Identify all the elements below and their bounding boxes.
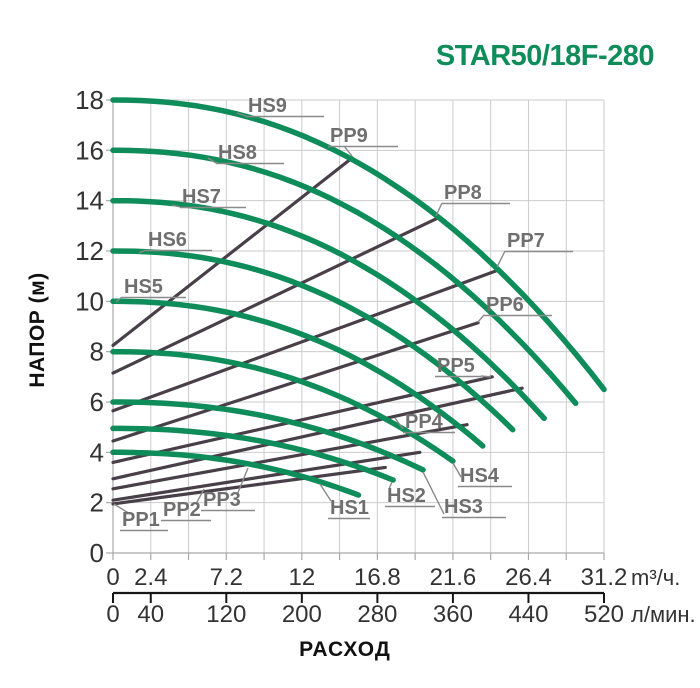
label-leader-hs9: [236, 112, 247, 117]
curve-label-hs3: HS3: [444, 496, 483, 518]
label-leader-pp2: [195, 488, 205, 505]
curve-label-hs9: HS9: [248, 95, 287, 117]
x-tick-label-m3h: 16.8: [354, 564, 401, 591]
curve-hs5: [110, 298, 486, 449]
curve-hs2: [110, 425, 396, 483]
curve-label-pp5: PP5: [437, 355, 475, 377]
x-tick-label-lmin: 0: [106, 601, 119, 628]
x-tick-label-m3h: 7.2: [210, 564, 243, 591]
label-leader-hs6: [138, 249, 147, 254]
label-leader-pp5: [480, 375, 492, 378]
y-tick-label: 4: [90, 437, 104, 467]
curve-label-hs6: HS6: [148, 229, 187, 251]
label-leader-hs3: [422, 471, 445, 515]
curve-label-pp7: PP7: [507, 230, 545, 252]
label-leader-pp8: [435, 202, 443, 217]
curve-pp1: [111, 465, 387, 506]
curve-label-pp8: PP8: [444, 182, 482, 204]
curve-label-hs8: HS8: [218, 142, 257, 164]
y-axis-title: НАПОР (м): [26, 272, 49, 387]
x-tick-label-lmin: 360: [433, 601, 473, 628]
label-leader-hs4: [452, 462, 462, 478]
y-tick-label: 16: [75, 135, 104, 165]
label-leader-hs5: [115, 296, 123, 303]
curve-hs4: [110, 348, 456, 464]
x-tick-label-lmin: 200: [282, 601, 322, 628]
curve-pp3: [111, 423, 469, 491]
x-tick-label-lmin: 520: [584, 601, 624, 628]
curve-label-pp4: PP4: [405, 411, 444, 433]
x-tick-label-lmin: 280: [357, 601, 397, 628]
label-leader-pp4: [394, 417, 404, 430]
curve-pp7: [111, 269, 498, 413]
x-axis-unit-lmin: л/мин.: [631, 602, 696, 627]
x-tick-label-m3h: 12: [288, 564, 315, 591]
x-tick-label-m3h: 26.4: [505, 564, 552, 591]
x-tick-label-lmin: 120: [206, 601, 246, 628]
curve-label-pp9: PP9: [330, 125, 368, 147]
curve-hs9: [110, 97, 607, 393]
curve-label-pp1: PP1: [122, 509, 160, 531]
x-tick-label-m3h: 0: [106, 564, 119, 591]
label-leader-pp3: [236, 467, 249, 496]
curve-label-hs5: HS5: [124, 276, 163, 298]
x-tick-label-m3h: 31.2: [581, 564, 628, 591]
y-tick-label: 18: [75, 85, 104, 115]
curve-pp5: [111, 375, 494, 464]
curve-pp4: [111, 386, 524, 481]
y-tick-label: 0: [90, 538, 104, 568]
curve-hs1: [110, 449, 362, 498]
curve-label-hs4: HS4: [460, 465, 500, 487]
x-tick-label-m3h: 2.4: [134, 564, 167, 591]
curve-hs7: [110, 197, 547, 422]
label-leader-pp6: [477, 314, 485, 323]
label-leader-pp9: [343, 145, 353, 157]
x-tick-label-lmin: 440: [508, 601, 548, 628]
y-tick-label: 14: [75, 186, 104, 216]
y-tick-label: 6: [90, 387, 104, 417]
curve-pp2: [111, 450, 422, 502]
label-leader-hs8: [207, 157, 217, 164]
label-leader-hs7: [171, 204, 181, 208]
curve-pp8: [111, 216, 439, 375]
y-tick-label: 2: [90, 488, 104, 518]
curve-label-pp3: PP3: [203, 489, 241, 511]
curve-hs8: [110, 147, 579, 407]
y-tick-label: 10: [75, 286, 104, 316]
curve-hs3: [110, 399, 426, 473]
page-title: STAR50/18F-280: [435, 40, 655, 72]
label-leader-hs1: [319, 483, 332, 502]
y-tick-label: 12: [75, 236, 104, 266]
curve-label-pp6: PP6: [486, 294, 524, 316]
x-tick-label-lmin: 40: [137, 601, 164, 628]
curve-label-hs1: HS1: [330, 497, 369, 519]
x-tick-label-m3h: 21.6: [430, 564, 477, 591]
x-axis-title: РАСХОД: [299, 638, 391, 661]
y-tick-label: 8: [90, 337, 104, 367]
x-axis-unit-m3h: m³/ч.: [631, 565, 680, 590]
curve-hs6: [110, 248, 516, 433]
label-leader-hs2: [388, 481, 393, 490]
curve-label-hs7: HS7: [182, 186, 221, 208]
curve-label-pp2: PP2: [163, 499, 201, 521]
curve-label-hs2: HS2: [387, 485, 426, 507]
label-leader-pp1: [113, 503, 131, 515]
label-leader-pp7: [496, 250, 506, 268]
